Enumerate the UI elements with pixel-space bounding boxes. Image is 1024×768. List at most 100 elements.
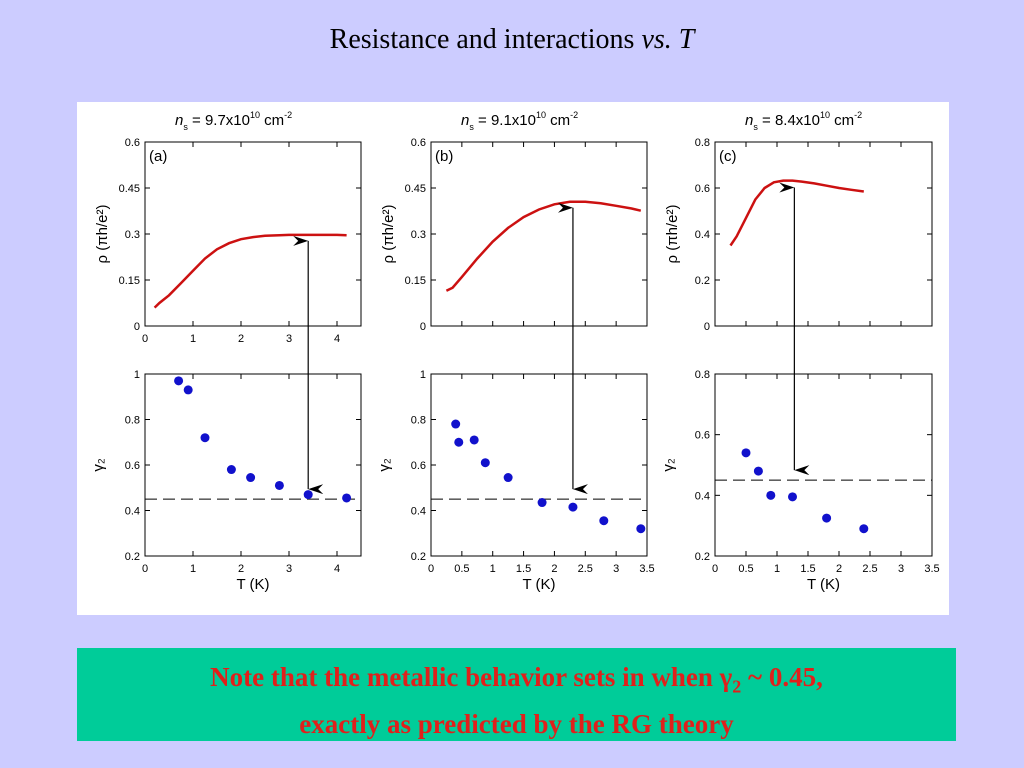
panel-a-bottom-xtick-label: 0 bbox=[142, 563, 148, 575]
panel-a-bottom-xtick-label: 4 bbox=[334, 563, 340, 575]
panel-a-top-xtick-label: 0 bbox=[142, 333, 148, 345]
note-gamma-sub: 2 bbox=[732, 676, 742, 697]
panel-c-top-ytick-label: 0.4 bbox=[695, 229, 710, 241]
panel-c-bottom-xtick-label: 3 bbox=[898, 563, 904, 575]
panel-b-gamma-point bbox=[454, 437, 464, 447]
panel-b-gamma-point bbox=[480, 458, 490, 468]
panel-b-rho-curve bbox=[445, 200, 642, 292]
panel-b-bottom-frame bbox=[430, 373, 648, 557]
panel-a-top-xtick-label: 2 bbox=[238, 333, 244, 345]
panel-a-xlabel: T (K) bbox=[236, 576, 269, 593]
panel-b-gamma-point bbox=[503, 473, 513, 483]
panel-c-bottom-xtick-label: 0 bbox=[712, 563, 718, 575]
panel-c-bottom-ytick-label: 0.6 bbox=[695, 430, 710, 442]
panel-b-bottom-xtick-label: 2.5 bbox=[578, 563, 593, 575]
panel-c-gamma-point bbox=[859, 524, 869, 534]
panel-a-gamma-point bbox=[303, 490, 313, 500]
panel-a-bottom-xtick-label: 3 bbox=[286, 563, 292, 575]
panel-c-bottom-xtick-label: 0.5 bbox=[738, 563, 753, 575]
panel-c-tag: (c) bbox=[719, 148, 737, 165]
panel-a-top-ytick-label: 0.3 bbox=[125, 229, 140, 241]
panel-b-bottom-ytick-label: 0.6 bbox=[411, 460, 426, 472]
panel-a-tag: (a) bbox=[149, 148, 167, 165]
panel-c-bottom-xtick-label: 3.5 bbox=[924, 563, 939, 575]
note-line1-post: ~ 0.45, bbox=[741, 662, 823, 692]
panel-a-top-ytick-label: 0.45 bbox=[119, 183, 140, 195]
panel-b-bottom-xtick-label: 3.5 bbox=[639, 563, 654, 575]
panel-a-bottom-xtick-label: 1 bbox=[190, 563, 196, 575]
panel-b-bottom-ytick-label: 0.4 bbox=[411, 506, 426, 518]
panel-c-top-ylabel: ρ (πh/e²) bbox=[664, 205, 681, 264]
panel-c-top-ytick-label: 0 bbox=[704, 321, 710, 333]
panel-a-gamma-point bbox=[274, 480, 284, 490]
panel-a-gamma-point bbox=[342, 493, 352, 503]
note-gamma: γ bbox=[719, 662, 733, 692]
slide-title: Resistance and interactions vs. T bbox=[0, 24, 1024, 56]
panel-a-top-xtick-label: 1 bbox=[190, 333, 196, 345]
panel-a-top-xtick-label: 4 bbox=[334, 333, 340, 345]
panel-a-rho-curve bbox=[153, 233, 347, 309]
panel-b-gamma-point bbox=[636, 524, 646, 534]
panel-a-bottom-frame bbox=[144, 373, 362, 557]
panel-b-bottom-xtick-label: 1.5 bbox=[516, 563, 531, 575]
panel-b-bottom-xtick-label: 3 bbox=[613, 563, 619, 575]
panel-b-top-ytick-label: 0.15 bbox=[405, 275, 426, 287]
panel-b-tag: (b) bbox=[435, 148, 453, 165]
figure-panel: ns = 9.7x1010 cm-2 0 0.15 0.3 0.45 0.6 0 1 2 3 4 (a… bbox=[77, 102, 949, 615]
panel-b-bottom-ytick-label: 1 bbox=[420, 369, 426, 381]
figure-svg: ns = 9.7x1010 cm-2 0 0.15 0.3 0.45 0.6 0 1 2 3 4 (a… bbox=[90, 110, 940, 593]
panel-b-bottom-ytick-label: 0.2 bbox=[411, 551, 426, 563]
panel-c-gamma-point bbox=[741, 448, 751, 458]
panel-c-top-ytick-label: 0.2 bbox=[695, 275, 710, 287]
panel-a-gamma-point bbox=[226, 465, 236, 475]
note-line1-pre: Note that the metallic behavior sets in … bbox=[210, 662, 720, 692]
panel-b-bottom-xtick-label: 0.5 bbox=[454, 563, 469, 575]
panel-c-top-frame bbox=[714, 141, 933, 327]
panel-b-gamma-point bbox=[568, 502, 578, 512]
panel-c-bottom-xtick-label: 1 bbox=[774, 563, 780, 575]
panel-b-xlabel: T (K) bbox=[522, 576, 555, 593]
panel-c-bottom-xtick-label: 1.5 bbox=[800, 563, 815, 575]
panel-c-gamma-point bbox=[753, 466, 763, 476]
panel-c-gamma-point bbox=[788, 492, 797, 502]
panel-c-bottom-ytick-label: 0.8 bbox=[695, 369, 710, 381]
panel-c-bottom-xtick-label: 2 bbox=[836, 563, 842, 575]
panel-c-bottom-ytick-label: 0.2 bbox=[695, 551, 710, 563]
panel-c-bottom-ylabel: γ₂ bbox=[660, 458, 677, 472]
panel-a-top-ytick-label: 0.15 bbox=[119, 275, 140, 287]
panel-a-bottom-ytick-label: 0.4 bbox=[125, 506, 140, 518]
panel-a-top-xtick-label: 3 bbox=[286, 333, 292, 345]
panel-a-bottom-xtick-label: 2 bbox=[238, 563, 244, 575]
panel-c-bottom-ytick-label: 0.4 bbox=[695, 490, 710, 502]
panel-c-rho-curve bbox=[729, 179, 864, 247]
title-main: Resistance and interactions bbox=[329, 24, 642, 55]
panel-b-top-ytick-label: 0.45 bbox=[405, 183, 426, 195]
panel-b-gamma-point bbox=[537, 498, 547, 508]
panel-a-gamma-point bbox=[174, 376, 184, 386]
panel-b-top-ylabel: ρ (πh/e²) bbox=[380, 205, 397, 264]
panel-b-bottom-ytick-label: 0.8 bbox=[411, 415, 426, 427]
panel-b-bottom-xtick-label: 0 bbox=[428, 563, 434, 575]
panel-a-gamma-point bbox=[183, 385, 193, 395]
title-italic: vs. T bbox=[641, 24, 695, 55]
panel-a-top-ytick-label: 0.6 bbox=[125, 137, 140, 149]
panel-a-bottom-ytick-label: 1 bbox=[134, 369, 140, 381]
panel-b-bottom-xtick-label: 2 bbox=[551, 563, 557, 575]
panel-a-top-ylabel: ρ (πh/e²) bbox=[94, 205, 111, 264]
panel-b-bottom-ylabel: γ₂ bbox=[376, 458, 393, 472]
panel-c-gamma-point bbox=[822, 513, 832, 523]
panel-a-bottom-ylabel: γ₂ bbox=[90, 458, 107, 472]
panel-b-gamma-point bbox=[451, 419, 461, 429]
panel-c-xlabel: T (K) bbox=[807, 576, 840, 593]
panel-b-top-ytick-label: 0.6 bbox=[411, 137, 426, 149]
panel-a-header: ns = 9.7x1010 cm-2 bbox=[175, 110, 292, 132]
panel-a-top-ytick-label: 0 bbox=[134, 321, 140, 333]
panel-a-gamma-point bbox=[200, 433, 210, 443]
panel-b-gamma-point bbox=[599, 516, 609, 526]
panel-c-header: ns = 8.4x1010 cm-2 bbox=[745, 110, 862, 132]
panel-c-bottom-xtick-label: 2.5 bbox=[862, 563, 877, 575]
panel-b-top-frame bbox=[430, 141, 648, 327]
panel-a-bottom-ytick-label: 0.2 bbox=[125, 551, 140, 563]
panel-c-gamma-point bbox=[766, 490, 776, 500]
panel-b-header: ns = 9.1x1010 cm-2 bbox=[461, 110, 578, 132]
